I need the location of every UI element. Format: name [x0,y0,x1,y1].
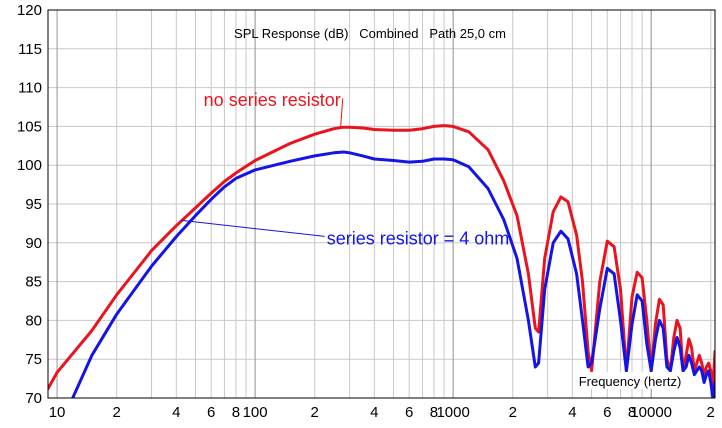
x-tick-label: 10 [49,404,66,421]
y-tick-label: 105 [17,118,42,135]
series-line-2 [71,150,715,398]
x-tick-label: 100 [243,404,268,421]
x-tick-label: 1000 [436,404,469,421]
x-tick-label: 2 [311,404,319,421]
x-axis-label: Frequency (hertz) [579,374,682,389]
y-tick-label: 110 [18,80,42,97]
annotation-pointer-1 [340,98,344,129]
x-tick-label: 4 [370,404,378,421]
chart-title: SPL Response (dB) Combined Path 25,0 cm [234,26,506,41]
annotation-layer: no series resistor series resistor = 4 oh… [180,90,509,248]
x-tick-label: 8 [232,404,240,421]
x-tick-label: 6 [603,404,611,421]
y-tick-labels: 70 75 80 85 90 95 100 105 110 115 120 [17,2,42,407]
x-tick-label: 4 [568,404,576,421]
x-tick-label: 2 [113,404,121,421]
x-tick-label: 6 [207,404,215,421]
y-tick-label: 70 [25,390,42,407]
plot-frame [47,9,716,399]
y-tick-label: 95 [25,196,42,213]
x-tick-label: 6 [405,404,413,421]
x-tick-label: 2 [509,404,517,421]
series-layer [48,124,715,398]
series-line-1 [48,124,715,392]
annotation-pointer-2 [180,219,325,237]
y-tick-label: 120 [17,2,42,19]
annotation-label-1: no series resistor [204,90,341,110]
y-tick-label: 100 [17,157,42,174]
annotation-label-2: series resistor = 4 ohm [327,228,510,248]
y-tick-label: 80 [25,312,42,329]
y-tick-label: 115 [18,41,42,58]
x-tick-label: 8 [430,404,438,421]
y-tick-label: 75 [25,351,42,368]
x-tick-label: 10000 [630,404,672,421]
y-tick-label: 90 [25,235,42,252]
x-axis-label-bg [574,372,686,389]
x-tick-label: 8 [628,404,636,421]
x-tick-label: 4 [172,404,180,421]
y-tick-label: 85 [25,274,42,291]
x-tick-label: 2 [706,404,714,421]
